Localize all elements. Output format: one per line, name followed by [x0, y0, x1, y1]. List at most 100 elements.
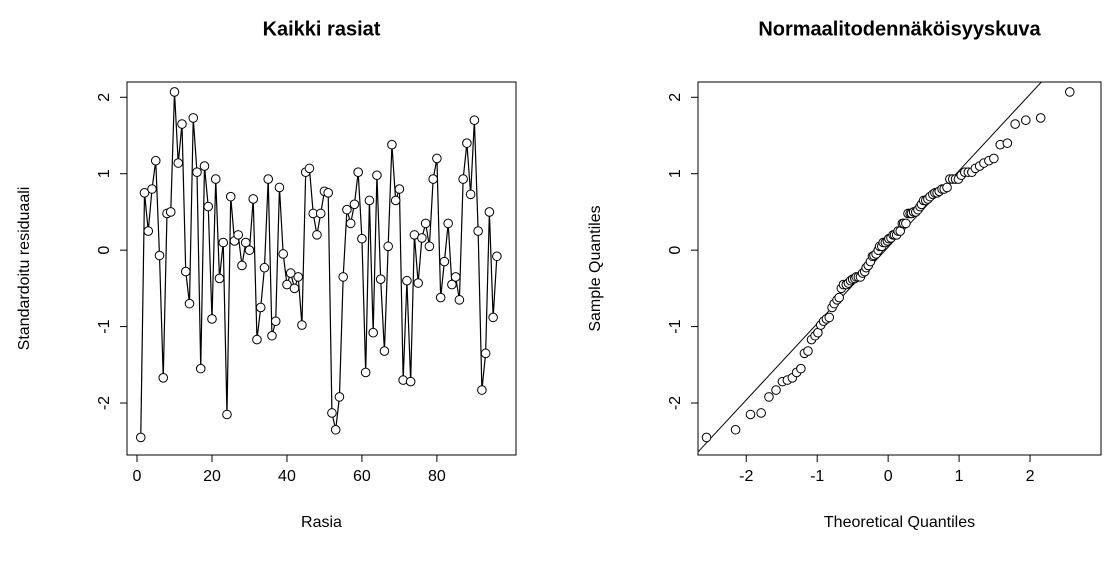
point	[701, 432, 712, 443]
point	[796, 363, 806, 374]
x-tick-label: 80	[428, 468, 446, 485]
point	[259, 262, 270, 273]
point	[225, 191, 236, 202]
point	[428, 174, 438, 184]
point	[338, 272, 348, 282]
point	[357, 233, 367, 244]
point	[402, 275, 412, 286]
point	[834, 292, 844, 303]
x-tick-label: 0	[884, 468, 893, 485]
point	[237, 260, 247, 271]
point	[1010, 119, 1020, 129]
x-tick-label: 2	[1026, 468, 1035, 485]
point	[484, 207, 495, 217]
y-tick-label: -2	[667, 396, 684, 410]
point	[135, 432, 146, 443]
x-tick-label: 20	[203, 468, 221, 485]
point	[177, 119, 187, 129]
point	[139, 188, 150, 198]
point	[222, 409, 232, 420]
point	[334, 392, 345, 402]
point	[375, 274, 386, 285]
point	[342, 204, 352, 215]
point	[771, 385, 781, 395]
y-axis-label: Sample Quantiles	[587, 205, 604, 331]
chart-title: Normaalitodennäköisyyskuva	[758, 18, 1041, 40]
point	[390, 195, 401, 206]
point	[263, 174, 274, 184]
point	[203, 201, 214, 212]
point	[387, 139, 397, 150]
plot-box	[697, 81, 1102, 456]
point	[360, 367, 371, 378]
point	[473, 226, 483, 236]
point	[420, 218, 431, 229]
point	[293, 272, 304, 282]
point	[188, 113, 199, 123]
chart-title: Kaikki rasiat	[263, 18, 381, 40]
point	[195, 363, 206, 374]
point	[413, 278, 423, 288]
point	[745, 409, 756, 420]
point	[462, 138, 472, 148]
y-axis-label: Standardoitu residuaali	[16, 187, 33, 351]
x-tick-label: 1	[955, 468, 964, 485]
point	[368, 327, 378, 338]
point	[394, 184, 405, 194]
point	[349, 199, 360, 210]
point	[432, 153, 442, 164]
point	[450, 272, 461, 282]
point	[192, 167, 202, 177]
point	[274, 182, 285, 193]
point	[248, 194, 259, 204]
point	[218, 237, 229, 248]
x-axis-label: Theoretical Quantiles	[824, 514, 975, 531]
point	[901, 218, 911, 229]
y-tick-label: -1	[667, 319, 684, 333]
point	[169, 87, 180, 97]
x-tick-label: 0	[133, 468, 142, 485]
point	[989, 153, 999, 164]
x-axis-label: Rasia	[301, 514, 342, 531]
point	[184, 298, 195, 309]
y-tick-label: 2	[96, 93, 113, 102]
point	[147, 184, 157, 194]
point	[312, 230, 322, 240]
point	[469, 115, 480, 126]
point	[278, 249, 289, 259]
x-tick-label: -1	[810, 468, 824, 485]
point	[443, 218, 453, 229]
point	[364, 195, 375, 206]
point	[477, 385, 487, 395]
point	[803, 346, 813, 356]
point	[439, 256, 450, 267]
point	[270, 316, 281, 327]
point	[327, 408, 337, 418]
point	[158, 373, 169, 383]
point	[405, 376, 416, 387]
series-line	[140, 91, 498, 438]
point	[180, 266, 191, 277]
y-tick-label: 2	[667, 93, 684, 102]
point	[289, 283, 300, 294]
point	[492, 251, 502, 262]
point	[1064, 87, 1075, 97]
point	[214, 273, 225, 284]
point	[165, 207, 176, 217]
y-tick-label: -2	[96, 396, 113, 410]
point	[315, 208, 326, 219]
point	[199, 161, 210, 171]
point	[447, 279, 457, 290]
point	[435, 292, 446, 303]
point	[143, 226, 154, 236]
x-tick-label: 60	[353, 468, 371, 485]
point	[942, 182, 952, 193]
point	[824, 312, 835, 323]
point	[1020, 115, 1031, 126]
point	[383, 241, 393, 252]
point	[454, 295, 465, 305]
point	[150, 155, 161, 166]
point	[154, 250, 165, 261]
point	[465, 189, 476, 200]
